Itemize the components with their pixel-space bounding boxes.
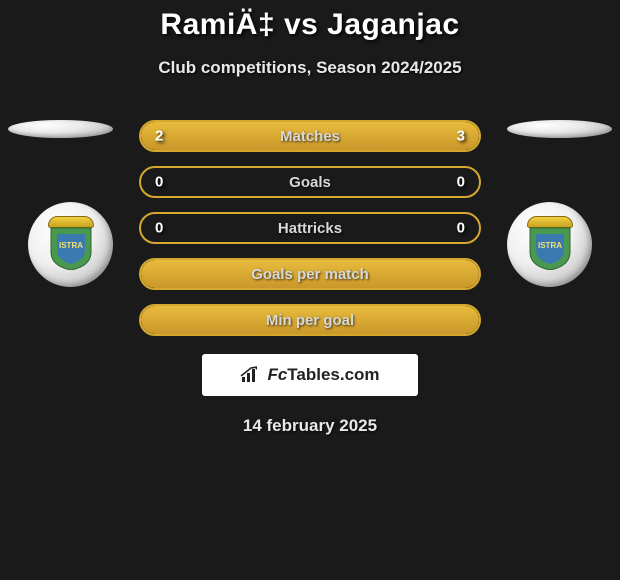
stat-row: Goals per match xyxy=(139,258,481,290)
stat-row: Matches 2 3 xyxy=(139,120,481,152)
stat-row: Goals 0 0 xyxy=(139,166,481,198)
stat-value-left: 0 xyxy=(155,174,163,191)
stat-rows: Matches 2 3 Goals 0 0 Hattricks 0 0 Goals per mat… xyxy=(139,120,481,336)
svg-text:ISTRA: ISTRA xyxy=(59,241,83,250)
shield-icon: ISTRA xyxy=(49,226,93,270)
chart-icon xyxy=(240,366,262,384)
stat-value-left: 0 xyxy=(155,220,163,237)
stat-value-right: 0 xyxy=(457,220,465,237)
page-title: RamiÄ‡ vs Jaganjac xyxy=(160,8,459,42)
stats-area: ISTRA ISTRA Matches 2 3 Goals 0 0 Hattricks 0 0 xyxy=(0,120,620,336)
team-left-badge: ISTRA xyxy=(28,202,113,287)
team-right-badge: ISTRA xyxy=(507,202,592,287)
stat-value-right: 3 xyxy=(457,128,465,145)
stat-label: Min per goal xyxy=(266,312,354,329)
stat-label: Goals per match xyxy=(251,266,369,283)
stat-label: Matches xyxy=(280,128,340,145)
player-right-small-badge xyxy=(507,120,612,138)
stat-row: Hattricks 0 0 xyxy=(139,212,481,244)
stat-row: Min per goal xyxy=(139,304,481,336)
stat-label: Hattricks xyxy=(278,220,342,237)
team-right-crest: ISTRA xyxy=(524,216,576,274)
shield-icon: ISTRA xyxy=(528,226,572,270)
svg-text:ISTRA: ISTRA xyxy=(538,241,562,250)
stat-value-right: 0 xyxy=(457,174,465,191)
comparison-card: RamiÄ‡ vs Jaganjac Club competitions, Se… xyxy=(0,0,620,436)
stat-label: Goals xyxy=(289,174,331,191)
player-left-small-badge xyxy=(8,120,113,138)
fctables-logo[interactable]: FcTables.com xyxy=(202,354,418,396)
team-left-crest: ISTRA xyxy=(45,216,97,274)
date-text: 14 february 2025 xyxy=(243,416,377,436)
subtitle: Club competitions, Season 2024/2025 xyxy=(158,58,461,78)
stat-value-left: 2 xyxy=(155,128,163,145)
fctables-logo-text: FcTables.com xyxy=(267,365,379,385)
